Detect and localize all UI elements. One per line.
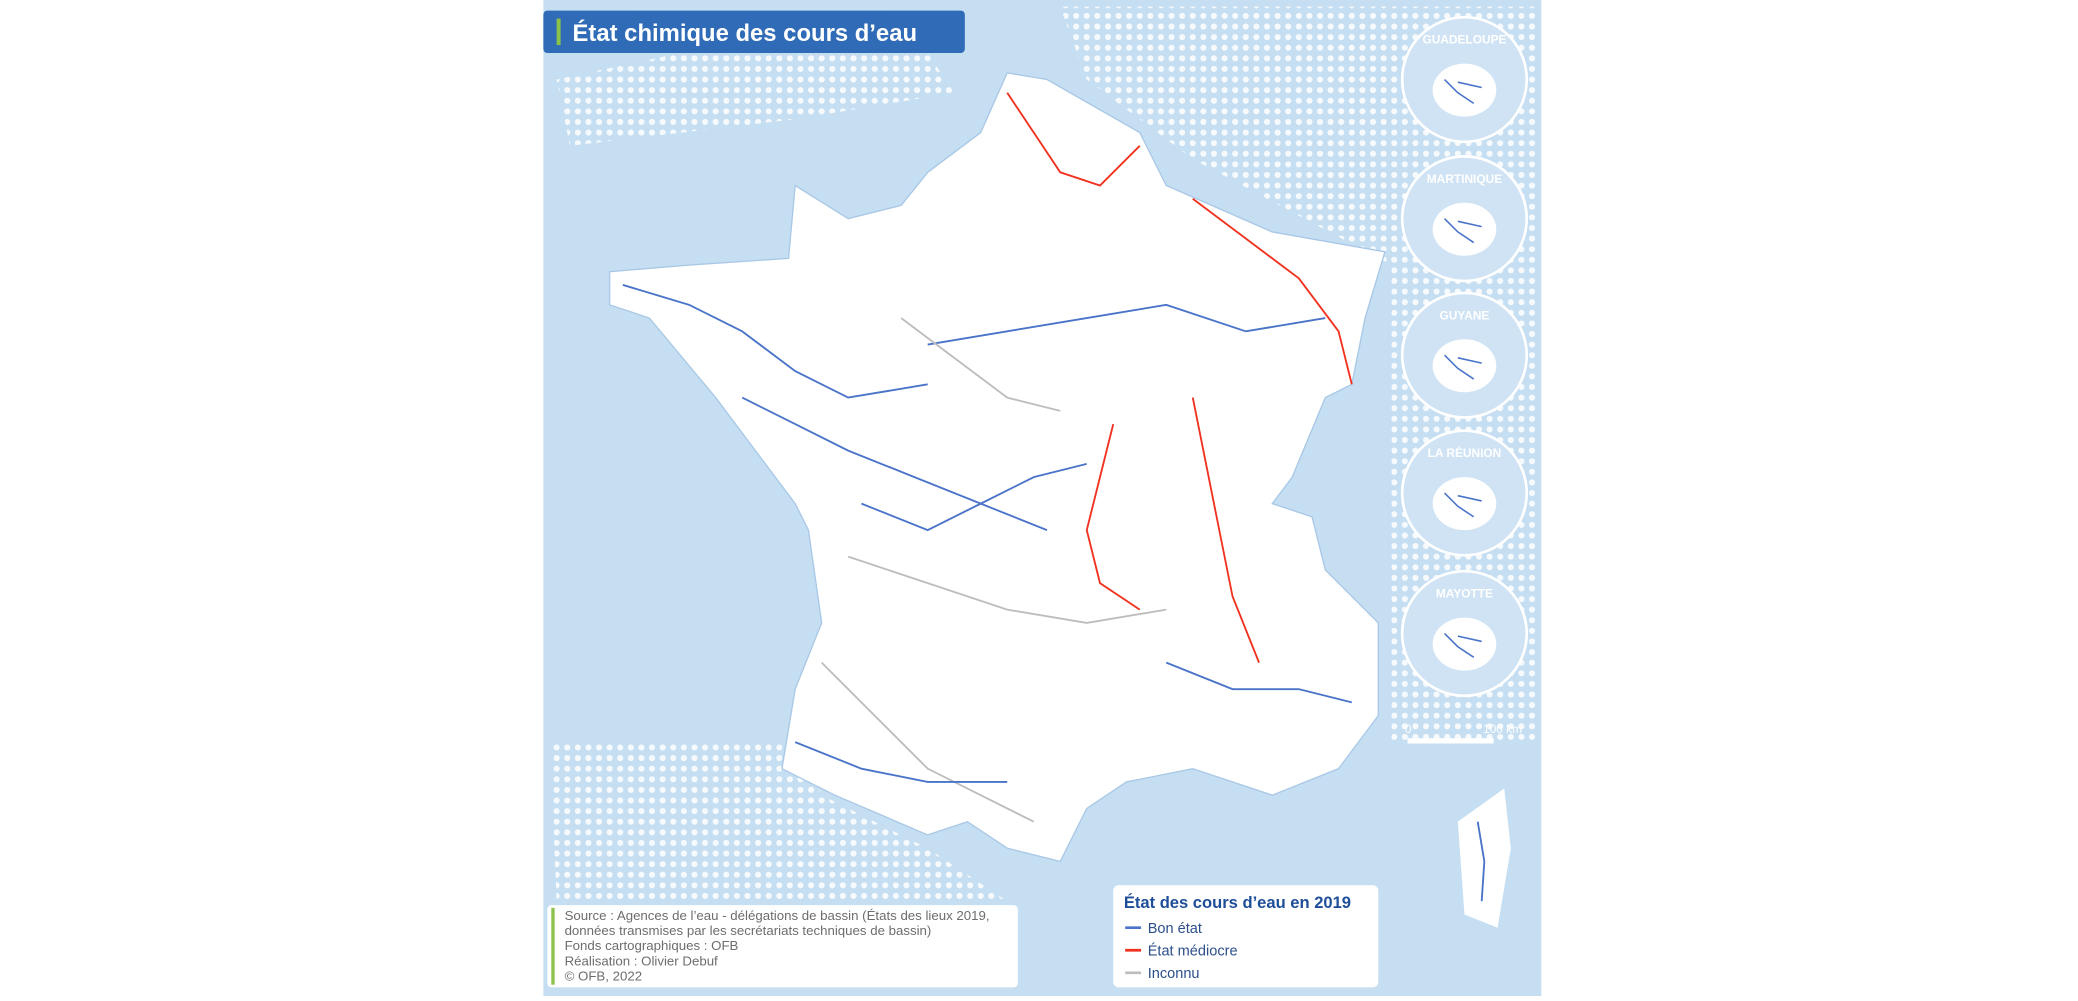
map-title: État chimique des cours d’eau: [573, 19, 918, 47]
inset-land: [1432, 202, 1497, 256]
source-box: Source : Agences de l’eau - délégations …: [547, 905, 1018, 988]
insets: GUADELOUPE MARTINIQUE GUYANE LA RÉUNION MAYO…: [1400, 15, 1529, 698]
title-box: État chimique des cours d’eau: [543, 10, 965, 54]
dot-grid: [549, 742, 1008, 902]
scale-start: 0: [1405, 722, 1412, 736]
inset-label: LA RÉUNION: [1428, 445, 1502, 460]
rivers: [622, 92, 1486, 902]
legend-label: Bon état: [1148, 921, 1202, 937]
inset-label: MAYOTTE: [1436, 587, 1493, 601]
source-line: © OFB, 2022: [565, 969, 643, 984]
inset-land: [1432, 477, 1497, 531]
inset-rivers: [1444, 354, 1482, 380]
legend-title: État des cours d’eau en 2019: [1124, 893, 1351, 912]
inset-rivers: [1444, 632, 1482, 659]
scale-bar: 0 100 km: [1405, 722, 1522, 744]
inset-land: [1432, 339, 1497, 393]
france-land: [608, 72, 1386, 863]
inset-land: [1432, 63, 1497, 117]
source-line: Réalisation : Olivier Debuf: [565, 953, 718, 968]
inset-label: MARTINIQUE: [1427, 172, 1502, 186]
source-line: Source : Agences de l’eau - délégations …: [565, 908, 990, 923]
legend-label: État médiocre: [1148, 943, 1238, 960]
inset-label: GUYANE: [1440, 308, 1490, 322]
inset-land: [1432, 617, 1497, 671]
inset-rivers: [1444, 218, 1482, 244]
legend-label: Inconnu: [1148, 966, 1200, 982]
inset-rivers: [1444, 78, 1482, 105]
map-frame: État chimique des cours d’eau GUADELOUPE…: [543, 0, 1542, 997]
source-line: Fonds cartographiques : OFB: [565, 938, 739, 953]
inset-rivers: [1444, 492, 1482, 518]
source-line: données transmises par les secrétariats …: [565, 923, 932, 938]
dot-grid: [556, 39, 955, 146]
legend: État des cours d’eau en 2019 Bon état Éta…: [1113, 885, 1379, 988]
scale-end: 100 km: [1483, 722, 1522, 736]
inset-label: GUADELOUPE: [1422, 33, 1506, 47]
